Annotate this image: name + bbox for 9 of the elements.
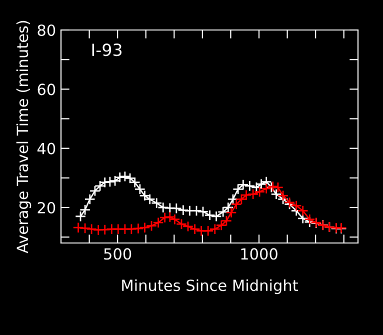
y-tick-label: 60 bbox=[38, 84, 56, 96]
x-tick-label: 1000 bbox=[241, 248, 278, 260]
y-tick-label: 40 bbox=[37, 142, 56, 154]
x-axis-title: Minutes Since Midnight bbox=[122, 279, 298, 294]
x-tick-label: 500 bbox=[104, 248, 132, 260]
y-axis-title: Average Travel Time (minutes) bbox=[16, 20, 32, 254]
annotation: I-93 bbox=[92, 44, 122, 56]
y-tick-label: 20 bbox=[38, 202, 56, 214]
y-tick-label: 80 bbox=[38, 24, 56, 36]
